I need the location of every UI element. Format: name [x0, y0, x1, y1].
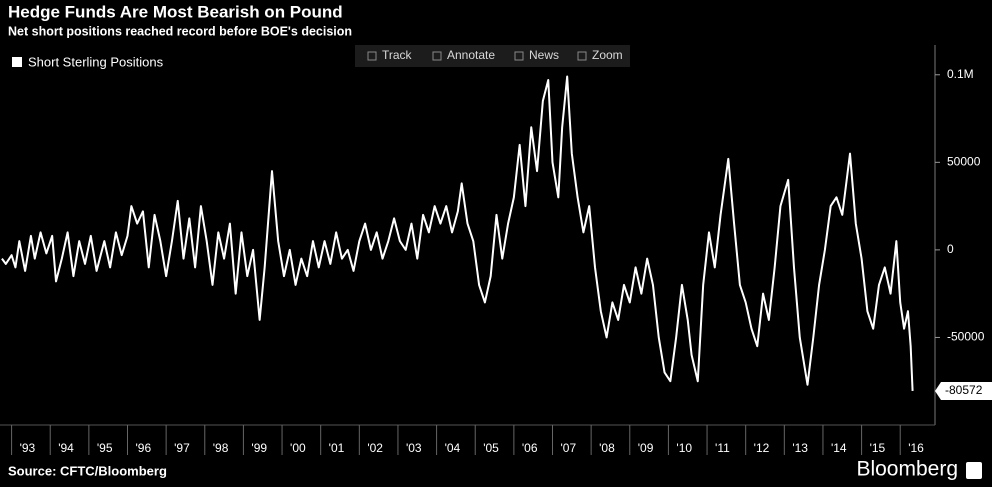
last-value-label: -80572: [945, 383, 983, 397]
y-tick-label: 0: [947, 242, 954, 256]
x-tick-label: '08: [599, 441, 615, 455]
x-tick-label: '02: [367, 441, 383, 455]
chart-title: Hedge Funds Are Most Bearish on Pound: [8, 2, 343, 21]
y-tick-label: 50000: [947, 154, 981, 168]
x-tick-label: '09: [638, 441, 654, 455]
x-tick-label: '14: [831, 441, 847, 455]
x-tick-label: '06: [522, 441, 538, 455]
x-tick-label: '15: [870, 441, 886, 455]
x-tick-label: '10: [676, 441, 692, 455]
legend-swatch: [12, 57, 22, 67]
x-tick-label: '13: [792, 441, 808, 455]
x-tick-label: '93: [20, 441, 36, 455]
toolbar-button[interactable]: Track: [382, 48, 413, 62]
toolbar-button[interactable]: News: [529, 48, 559, 62]
last-value-box: [935, 381, 992, 400]
x-tick-label: '11: [715, 441, 730, 455]
source: Source: CFTC/Bloomberg: [8, 463, 167, 478]
toolbar-icon: [432, 51, 442, 61]
toolbar-icon: [514, 51, 524, 61]
brand: Bloomberg: [856, 458, 958, 481]
x-tick-label: '04: [445, 441, 461, 455]
x-tick-label: '07: [561, 441, 577, 455]
x-tick-label: '99: [251, 441, 267, 455]
toolbar-icon: [577, 51, 587, 61]
legend-label: Short Sterling Positions: [28, 54, 164, 69]
x-tick-label: '12: [754, 441, 770, 455]
x-tick-label: '96: [136, 441, 152, 455]
y-tick-label: 0.1M: [947, 67, 974, 81]
toolbar-button[interactable]: Zoom: [592, 48, 623, 62]
x-tick-label: '05: [483, 441, 499, 455]
chart-subtitle: Net short positions reached record befor…: [8, 24, 352, 38]
x-tick-label: '97: [174, 441, 190, 455]
x-tick-label: '98: [213, 441, 229, 455]
toolbar-icon: [367, 51, 377, 61]
toolbar-buttons: Track Annotate News Zoom: [367, 48, 623, 62]
y-tick-label: -50000: [947, 330, 985, 344]
x-tick-label: '00: [290, 441, 306, 455]
brand-icon: [966, 462, 982, 479]
x-tick-label: '01: [329, 441, 345, 455]
x-tick-label: '95: [97, 441, 113, 455]
x-tick-label: '16: [908, 441, 924, 455]
toolbar: [355, 45, 630, 67]
x-tick-label: '03: [406, 441, 422, 455]
x-tick-label: '94: [58, 441, 74, 455]
series-line: [1, 75, 914, 392]
toolbar-button[interactable]: Annotate: [447, 48, 495, 62]
